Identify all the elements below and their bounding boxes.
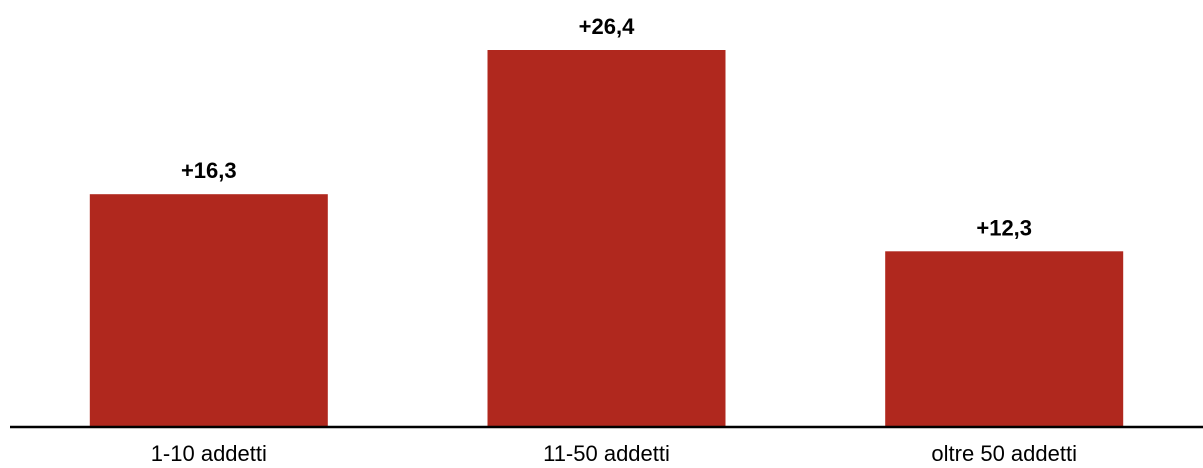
bar <box>487 50 726 427</box>
bar <box>885 251 1124 427</box>
bar-value-label: +16,3 <box>181 158 237 183</box>
x-tick-label: oltre 50 addetti <box>931 441 1077 466</box>
x-tick-label: 11-50 addetti <box>543 441 670 466</box>
bar <box>89 194 328 427</box>
bar-value-label: +26,4 <box>579 14 635 39</box>
bars-group <box>89 50 1124 427</box>
category-labels-group: 1-10 addetti 11-50 addetti oltre 50 addett… <box>151 441 1077 466</box>
x-tick-label: 1-10 addetti <box>151 441 267 466</box>
value-labels-group: +16,3 +26,4 +12,3 <box>181 14 1032 240</box>
bar-value-label: +12,3 <box>976 215 1032 240</box>
